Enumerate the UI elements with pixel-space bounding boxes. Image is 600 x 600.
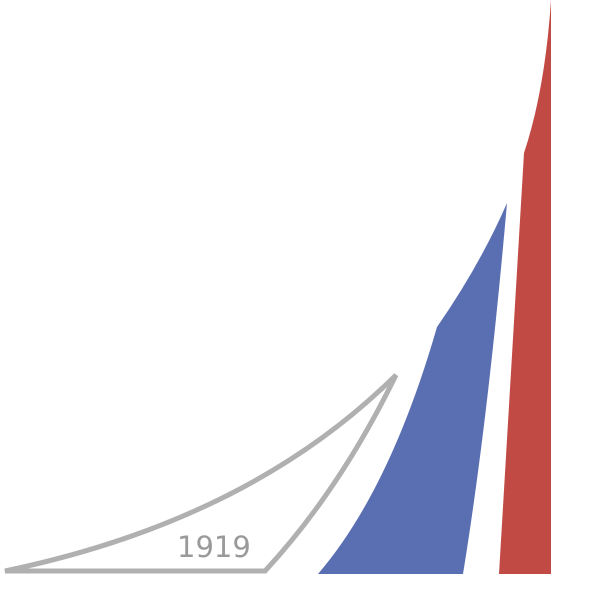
grey-outline-wing [4,373,399,574]
red-wing [499,0,551,574]
year-label: 1919 [177,530,251,564]
blue-wing [318,203,507,574]
